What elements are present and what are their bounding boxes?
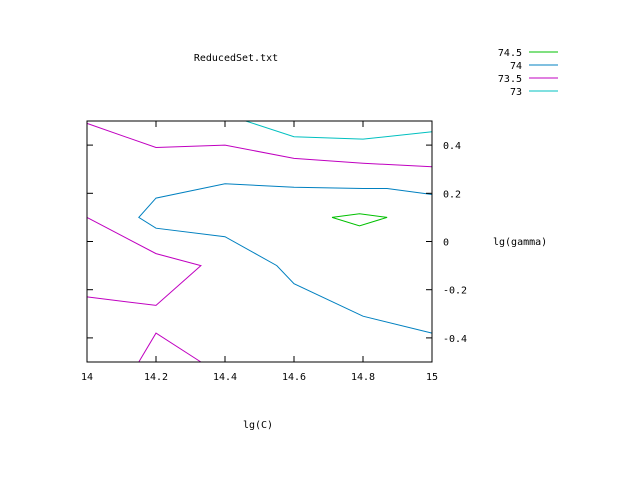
- contour-line-74-0: [138, 183, 433, 334]
- contour-line-74-5-0: [331, 213, 388, 227]
- contour-series-layer: [86, 120, 433, 363]
- x-tick-label: 15: [426, 372, 438, 383]
- y-tick-label: -0.2: [443, 286, 467, 297]
- y-axis-ticks: -0.4 -0.2 0 0.2 0.4: [87, 141, 467, 345]
- legend-label: 74.5: [498, 48, 522, 59]
- x-axis-ticks: 14 14.2 14.4 14.6 14.8 15: [81, 121, 438, 383]
- x-tick-label: 14.8: [351, 372, 375, 383]
- contour-line-73-5-1: [86, 216, 202, 306]
- y-tick-label: 0.4: [443, 141, 461, 152]
- contour-line-73-5-0: [86, 122, 433, 168]
- contour-line-73-0: [245, 120, 433, 140]
- legend-label: 73.5: [498, 74, 522, 85]
- x-tick-label: 14.4: [213, 372, 237, 383]
- y-tick-label: -0.4: [443, 334, 467, 345]
- chart-title: ReducedSet.txt: [194, 53, 278, 64]
- x-tick-label: 14.6: [282, 372, 306, 383]
- y-tick-label: 0: [443, 238, 449, 249]
- legend-label: 74: [510, 61, 522, 72]
- legend-label: 73: [510, 87, 522, 98]
- x-tick-label: 14: [81, 372, 93, 383]
- x-tick-label: 14.2: [144, 372, 168, 383]
- y-axis-label: lg(gamma): [493, 237, 547, 248]
- legend: 74.5 74 73.5 73: [498, 48, 558, 98]
- y-tick-label: 0.2: [443, 189, 461, 200]
- contour-line-73-5-2: [138, 332, 202, 363]
- x-axis-label: lg(C): [243, 420, 273, 431]
